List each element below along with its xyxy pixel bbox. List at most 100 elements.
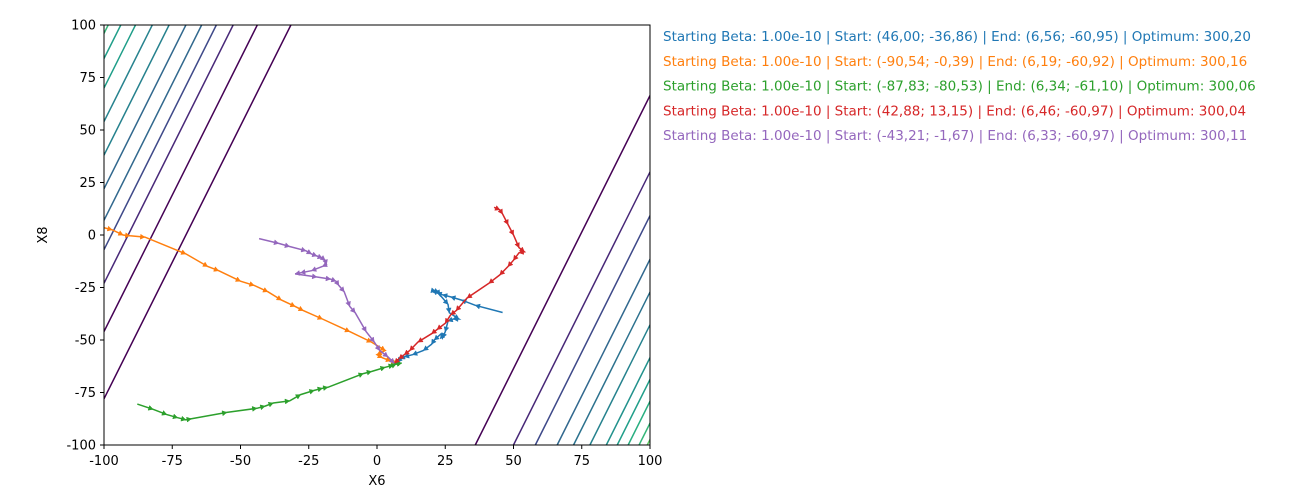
legend-entry: Starting Beta: 1.00e-10 | Start: (42,88;… — [663, 103, 1246, 119]
series-point — [202, 261, 209, 267]
y-tick-label: -75 — [75, 386, 96, 401]
x-tick-label: 25 — [437, 454, 454, 469]
x-tick-label: -25 — [298, 454, 319, 469]
series-point — [322, 385, 329, 391]
series-2 — [104, 225, 400, 364]
contour-line-upper-left — [104, 25, 154, 122]
series-point — [124, 232, 131, 239]
y-tick-label: 50 — [79, 124, 96, 139]
trajectory-series — [104, 205, 527, 423]
series-point — [300, 246, 307, 253]
series-point — [431, 338, 437, 345]
series-point — [450, 309, 457, 316]
x-tick-label: 0 — [373, 454, 381, 469]
contour-line-lower-right — [474, 93, 650, 445]
series-point — [514, 242, 520, 249]
contour-line-upper-left — [104, 25, 170, 156]
y-tick-label: -25 — [75, 281, 96, 296]
legend-entry: Starting Beta: 1.00e-10 | Start: (-43,21… — [663, 128, 1247, 144]
series-point — [390, 363, 397, 369]
series-point — [394, 357, 401, 364]
series-point — [180, 415, 187, 422]
series-point — [369, 336, 375, 343]
series-point — [140, 233, 146, 240]
contour-line-lower-right — [556, 257, 650, 445]
series-line — [394, 206, 527, 364]
series-point — [349, 307, 356, 314]
series-point — [325, 275, 332, 282]
contour-line-upper-left — [104, 25, 122, 59]
series-point — [251, 406, 258, 412]
y-axis-title: X8 — [36, 226, 51, 243]
series-point — [284, 398, 291, 405]
series-point — [403, 352, 410, 359]
series-point — [275, 295, 282, 301]
series-point — [442, 298, 449, 305]
series-point — [409, 345, 416, 351]
y-axis: -100 -75 -50 -25 0 25 50 75 100 — [66, 19, 104, 454]
series-point — [499, 269, 506, 276]
series-point — [382, 351, 389, 358]
contour-line-upper-left — [104, 25, 110, 34]
series-point — [316, 253, 323, 260]
legend-entry: Starting Beta: 1.00e-10 | Start: (-87,83… — [663, 79, 1256, 95]
series-point — [317, 386, 323, 393]
series-point — [357, 372, 364, 378]
contour-line-upper-left — [104, 25, 259, 332]
series-point — [443, 326, 450, 333]
series-point — [262, 287, 269, 293]
series-point — [433, 334, 440, 341]
legend: Starting Beta: 1.00e-10 | Start: (46,00;… — [663, 29, 1256, 144]
series-1 — [394, 287, 503, 364]
series-point — [213, 266, 220, 272]
series-point — [436, 324, 443, 330]
series-line — [104, 226, 399, 364]
series-point — [311, 266, 317, 272]
series-point — [311, 251, 318, 258]
y-tick-label: 100 — [71, 19, 96, 34]
series-point — [513, 254, 519, 261]
series-point — [366, 369, 372, 376]
series-point — [321, 261, 328, 267]
series-point — [361, 326, 367, 333]
y-tick-label: -50 — [75, 334, 96, 349]
series-point — [474, 303, 481, 310]
series-point — [385, 356, 392, 363]
contour-line-upper-left — [104, 25, 292, 400]
series-point — [379, 365, 386, 372]
series-point — [445, 317, 451, 324]
series-point — [445, 307, 452, 314]
series-point — [376, 353, 383, 359]
series-point — [248, 281, 255, 287]
series-point — [311, 273, 318, 280]
series-point — [507, 261, 514, 267]
series-point — [494, 205, 501, 211]
series-point — [374, 344, 380, 351]
series-line — [137, 362, 402, 421]
legend-entry: Starting Beta: 1.00e-10 | Start: (-90,54… — [663, 54, 1247, 70]
series-point — [503, 218, 509, 225]
series-point — [316, 314, 323, 320]
series-point — [417, 337, 424, 343]
series-point — [439, 333, 446, 340]
y-tick-label: 25 — [79, 176, 96, 191]
series-point — [379, 345, 386, 351]
y-tick-label: 0 — [88, 229, 96, 244]
series-point — [117, 230, 124, 236]
series-point — [305, 249, 312, 255]
series-point — [297, 305, 304, 311]
series-point — [147, 405, 154, 411]
series-point — [455, 305, 462, 311]
contour-line-upper-left — [104, 0, 138, 8]
series-point — [497, 208, 503, 215]
series-point — [180, 249, 187, 255]
series-point — [234, 276, 241, 282]
series-point — [172, 413, 179, 420]
series-point — [294, 394, 302, 400]
series-point — [488, 278, 495, 284]
series-point — [344, 327, 351, 333]
series-point — [412, 350, 418, 356]
series-point — [106, 225, 113, 232]
series-point — [308, 389, 315, 395]
